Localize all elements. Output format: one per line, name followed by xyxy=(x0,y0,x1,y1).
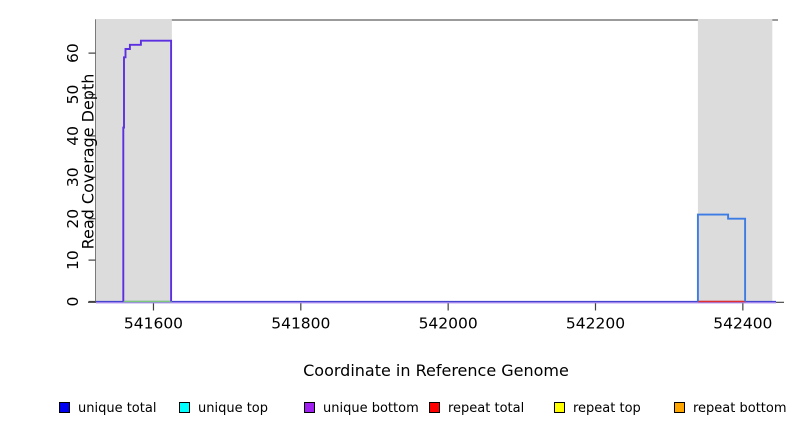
y-tick-label: 60 xyxy=(64,43,82,63)
legend-label: repeat bottom xyxy=(693,401,787,416)
legend-item-repeat-bottom: repeat bottom xyxy=(674,397,787,416)
legend-swatch-repeat-bottom xyxy=(674,402,685,413)
x-axis-label: Coordinate in Reference Genome xyxy=(303,361,569,380)
x-tick-label: 542000 xyxy=(419,315,478,333)
legend: unique total unique top unique bottom repea… xyxy=(0,397,792,419)
x-tick-label: 541600 xyxy=(124,315,183,333)
right-peak-curve-blue xyxy=(696,213,747,302)
legend-swatch-repeat-total xyxy=(429,402,440,413)
legend-swatch-unique-top xyxy=(179,402,190,413)
x-tick-label: 542200 xyxy=(566,315,625,333)
legend-label: unique bottom xyxy=(323,401,419,416)
x-tick-label: 541800 xyxy=(271,315,330,333)
legend-label: unique top xyxy=(198,401,269,416)
left-peak-curve-purple xyxy=(122,39,173,302)
legend-item-unique-bottom: unique bottom xyxy=(304,397,419,416)
y-tick-label: 20 xyxy=(64,209,82,229)
y-tick-label: 0 xyxy=(64,297,82,307)
y-tick-label: 30 xyxy=(64,167,82,187)
y-axis-label: Read Coverage Depth xyxy=(78,73,98,250)
legend-swatch-unique-total xyxy=(59,402,70,413)
legend-label: unique total xyxy=(78,401,157,416)
legend-label: repeat total xyxy=(448,401,525,416)
y-tick-label: 10 xyxy=(64,250,82,270)
x-tick-label: 542400 xyxy=(713,315,772,333)
legend-item-unique-top: unique top xyxy=(179,397,269,416)
legend-item-unique-total: unique total xyxy=(59,397,157,416)
legend-item-repeat-top: repeat top xyxy=(554,397,641,416)
left-gray-band xyxy=(96,19,172,303)
legend-label: repeat top xyxy=(573,401,641,416)
legend-swatch-unique-bottom xyxy=(304,402,315,413)
right-gray-band xyxy=(697,19,773,303)
legend-swatch-repeat-top xyxy=(554,402,565,413)
legend-item-repeat-total: repeat total xyxy=(429,397,525,416)
y-tick-label: 50 xyxy=(64,85,82,105)
y-tick-label: 40 xyxy=(64,126,82,146)
